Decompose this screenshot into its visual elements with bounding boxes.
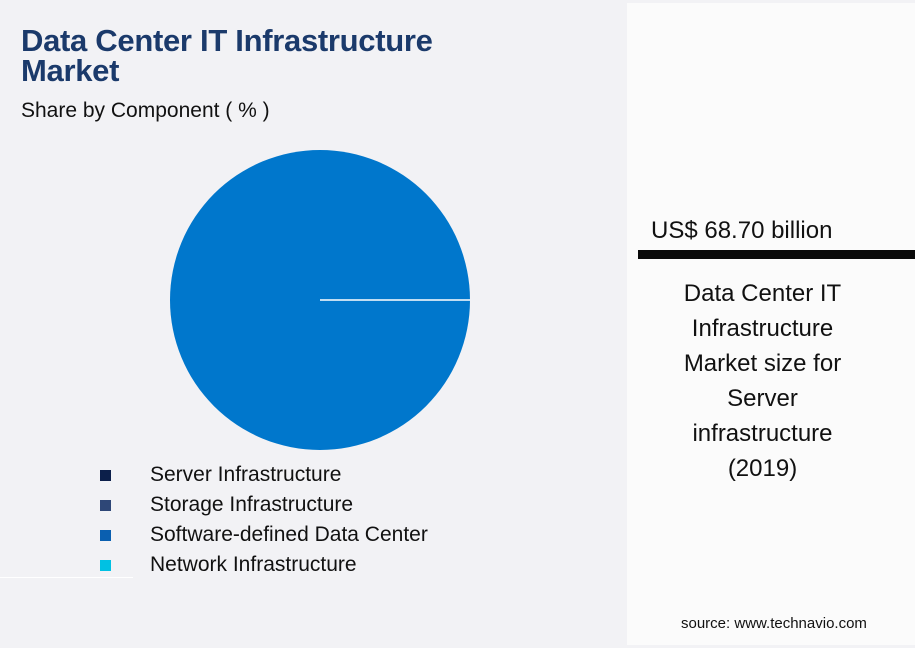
pie-chart [170,150,470,450]
chart-title: Data Center IT Infrastructure Market [21,23,433,88]
description-line: Data Center IT [683,280,842,307]
description-line: infrastructure [692,420,833,447]
market-value: US$ 68.70 billion [651,217,833,244]
legend-swatch-icon [100,500,111,511]
legend-label: Server Infrastructure [150,463,342,486]
source-credit: source: www.technavio.com [681,615,867,632]
info-panel [627,3,915,645]
description-line: Market size for [683,350,842,377]
title-line-1: Data Center IT Infrastructure [21,23,433,58]
chart-subtitle: Share by Component ( % ) [21,99,270,122]
legend-label: Network Infrastructure [150,553,357,576]
title-line-2: Market [21,53,120,88]
legend-label: Storage Infrastructure [150,493,354,516]
description-line: Server [727,385,798,412]
legend-label: Software-defined Data Center [150,523,428,546]
value-underline [638,250,915,259]
market-description: Data Center IT Infrastructure Market siz… [640,276,885,486]
description-line: (2019) [727,455,798,482]
legend-swatch-icon [100,470,111,481]
divider-line [0,577,133,578]
legend-swatch-icon [100,530,111,541]
description-line: Infrastructure [691,315,834,342]
legend-swatch-icon [100,560,111,571]
